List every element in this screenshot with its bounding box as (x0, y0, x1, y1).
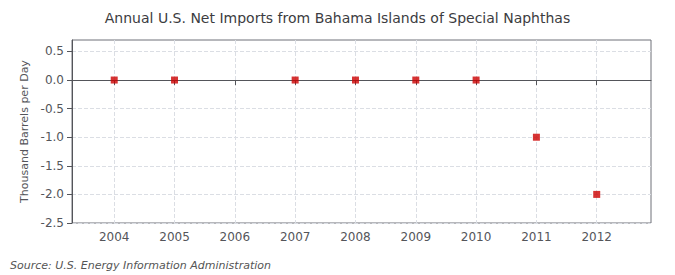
svg-text:-1.5: -1.5 (41, 159, 64, 173)
svg-text:2007: 2007 (280, 230, 311, 244)
svg-text:2006: 2006 (220, 230, 251, 244)
svg-text:2009: 2009 (401, 230, 432, 244)
svg-text:2012: 2012 (581, 230, 612, 244)
svg-text:2010: 2010 (461, 230, 492, 244)
svg-text:2005: 2005 (159, 230, 190, 244)
svg-text:Thousand Barrels per Day: Thousand Barrels per Day (18, 60, 31, 204)
svg-text:-2.0: -2.0 (41, 187, 64, 201)
svg-text:0.0: 0.0 (45, 73, 64, 87)
svg-text:Source: U.S. Energy Informatio: Source: U.S. Energy Information Administ… (10, 259, 271, 272)
svg-text:-1.0: -1.0 (41, 130, 64, 144)
svg-text:2011: 2011 (521, 230, 552, 244)
svg-text:Annual U.S. Net Imports from B: Annual U.S. Net Imports from Bahama Isla… (105, 10, 570, 26)
svg-text:0.5: 0.5 (45, 44, 64, 58)
svg-text:-2.5: -2.5 (41, 216, 64, 230)
svg-text:2004: 2004 (99, 230, 130, 244)
svg-text:-0.5: -0.5 (41, 102, 64, 116)
svg-text:2008: 2008 (340, 230, 371, 244)
